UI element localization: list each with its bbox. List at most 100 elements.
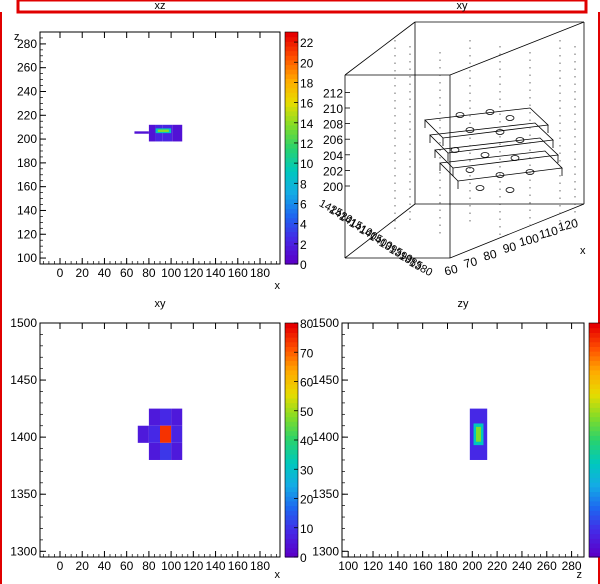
y-tick-label: 240 <box>17 84 37 98</box>
colorbar-swatch <box>589 552 600 558</box>
colorbar-swatch <box>285 32 298 38</box>
colorbar-swatch <box>285 73 298 79</box>
colorbar-swatch <box>285 393 298 399</box>
heatmap-panel-zy: zy 100 120 140 160 180 200 220 240 260 280 1300 1350… <box>312 298 600 581</box>
colorbar-swatch <box>589 323 600 329</box>
colorbar-tick-label: 10 <box>300 157 314 171</box>
colorbar-tick-label: 0 <box>300 551 307 565</box>
colorbar-swatch <box>589 346 600 352</box>
colorbar-swatch <box>589 491 600 497</box>
colorbar-swatch <box>285 115 298 121</box>
colorbar-swatch <box>285 59 298 66</box>
colorbar-swatch <box>589 337 600 343</box>
colorbar-swatch <box>589 369 600 376</box>
y-tick-label: 200 <box>17 132 37 146</box>
colorbar-swatch <box>285 78 298 84</box>
hit-marker <box>505 115 515 121</box>
colorbar-swatch <box>285 435 298 441</box>
colorbar-swatch <box>285 45 298 52</box>
heatmap-cell <box>171 425 183 443</box>
colorbar-swatch <box>589 454 600 460</box>
colorbar-swatch <box>285 129 298 135</box>
colorbar-swatch <box>285 222 298 228</box>
colorbar-swatch <box>285 199 298 205</box>
heatmap-cell <box>157 129 169 132</box>
colorbar-tick-label: 60 <box>300 376 314 390</box>
y-tick-label: 1300 <box>312 544 339 558</box>
z-tick-label: 202 <box>323 164 343 178</box>
chart-title: xy <box>457 0 469 12</box>
colorbar-tick-label: 20 <box>300 56 314 70</box>
x-tick-label: 100 <box>518 231 541 250</box>
box-edge <box>449 203 585 259</box>
colorbar-swatch <box>589 482 600 488</box>
colorbar-swatch <box>285 369 298 376</box>
colorbar-swatch <box>285 510 298 516</box>
colorbar-swatch <box>285 175 298 182</box>
colorbar-tick-label: 30 <box>300 463 314 477</box>
colorbar-swatch <box>285 468 298 474</box>
colorbar-swatch <box>285 514 298 521</box>
heatmap-cell <box>148 442 160 460</box>
colorbar-swatch <box>285 231 298 237</box>
y-tick-label: 1300 <box>10 544 37 558</box>
colorbar-swatch <box>285 374 298 380</box>
z-tick-label: 208 <box>323 118 343 132</box>
top-banner <box>16 0 588 14</box>
colorbar-swatch <box>285 402 298 408</box>
colorbar-swatch <box>285 194 298 200</box>
colorbar-swatch <box>285 83 298 89</box>
heatmap-cell <box>148 425 160 443</box>
colorbar-swatch <box>589 496 600 502</box>
colorbar-swatch <box>589 538 600 544</box>
box-edge <box>344 203 416 259</box>
colorbar-swatch <box>589 449 600 455</box>
colorbar-swatch <box>285 157 298 163</box>
x-tick-label: 110 <box>538 223 560 241</box>
colorbar-tick-label: 20 <box>300 493 314 507</box>
x-tick-label: 180 <box>437 559 457 573</box>
colorbar-swatch <box>589 440 600 446</box>
colorbar-swatch <box>589 341 600 347</box>
x-tick-label: 260 <box>537 559 557 573</box>
colorbar-swatch <box>285 505 298 511</box>
colorbar-swatch <box>589 514 600 521</box>
colorbar-swatch <box>589 547 600 553</box>
colorbar-swatch <box>285 486 298 493</box>
z-tick-label: 206 <box>323 133 343 147</box>
y-tick-label: 1450 <box>312 373 339 387</box>
colorbar-swatch <box>285 323 298 329</box>
colorbar-swatch <box>285 379 298 385</box>
colorbar-tick-label: 10 <box>300 522 314 536</box>
colorbar-swatch <box>285 463 298 469</box>
colorbar-swatch <box>285 383 298 390</box>
box-3d-panel: xy20020220420620821021214251420141514101… <box>317 0 586 279</box>
x-tick-label: 100 <box>161 266 181 280</box>
hit-marker <box>480 152 490 158</box>
heatmap-cell <box>160 425 172 443</box>
y-tick-label: 140 <box>17 203 37 217</box>
colorbar-swatch <box>285 92 298 98</box>
colorbar-swatch <box>589 435 600 441</box>
colorbar-swatch <box>589 365 600 371</box>
x-tick-label: 140 <box>206 559 226 573</box>
heatmap-cell <box>148 124 156 142</box>
y-tick-label: 260 <box>17 61 37 75</box>
colorbar-swatch <box>285 425 298 432</box>
colorbar-swatch <box>285 421 298 427</box>
colorbar-swatch <box>285 440 298 446</box>
x-tick-label: 240 <box>512 559 532 573</box>
colorbar-swatch <box>285 120 298 126</box>
colorbar-swatch <box>285 96 298 103</box>
colorbar-swatch <box>285 143 298 149</box>
colorbar-swatch <box>285 500 298 507</box>
colorbar-swatch <box>285 171 298 177</box>
hit-marker <box>510 155 520 161</box>
colorbar-swatch <box>589 519 600 525</box>
x-tick-label: 120 <box>363 559 383 573</box>
colorbar-swatch <box>285 351 298 357</box>
box-edge <box>449 21 585 76</box>
colorbar-tick-label: 22 <box>300 36 314 50</box>
colorbar-swatch <box>285 341 298 347</box>
